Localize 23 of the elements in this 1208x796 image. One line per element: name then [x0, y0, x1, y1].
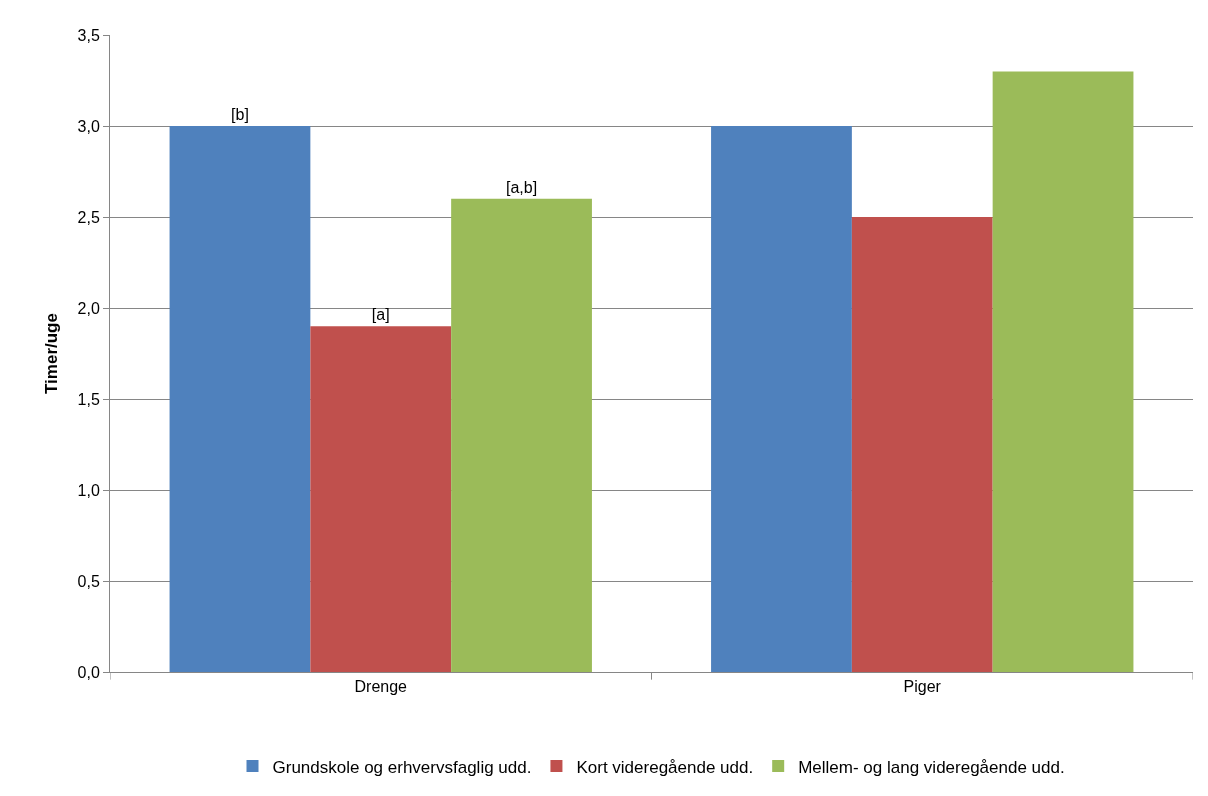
- x-tick-label: Piger: [903, 678, 942, 696]
- bar: [851, 217, 993, 672]
- bar: [451, 198, 592, 672]
- data-label: [b]: [231, 106, 249, 123]
- bar: [992, 71, 1134, 672]
- y-tick-label: 1,0: [77, 481, 100, 499]
- data-label: [a,b]: [505, 178, 538, 196]
- y-tick-label: 2,0: [77, 299, 100, 317]
- y-tick-label: 3,0: [77, 117, 100, 135]
- data-label: [a]: [371, 306, 390, 324]
- y-tick-label: 0,0: [77, 663, 100, 681]
- x-tick-label: Drenge: [354, 678, 408, 696]
- legend-label: Grundskole og erhvervsfaglig udd.: [272, 757, 532, 777]
- legend-label: Kort videregående udd.: [576, 757, 754, 777]
- legend-label: Mellem- og lang videregående udd.: [798, 757, 1065, 777]
- y-tick-label: 1,5: [77, 390, 100, 408]
- y-tick-label: 3,5: [77, 26, 100, 44]
- bar: [310, 326, 452, 672]
- bar: [711, 126, 852, 672]
- y-axis-title: Timer/uge: [42, 313, 62, 394]
- y-tick-label: 0,5: [77, 572, 100, 590]
- bar: [169, 126, 311, 672]
- y-tick-label: 2,5: [77, 208, 100, 226]
